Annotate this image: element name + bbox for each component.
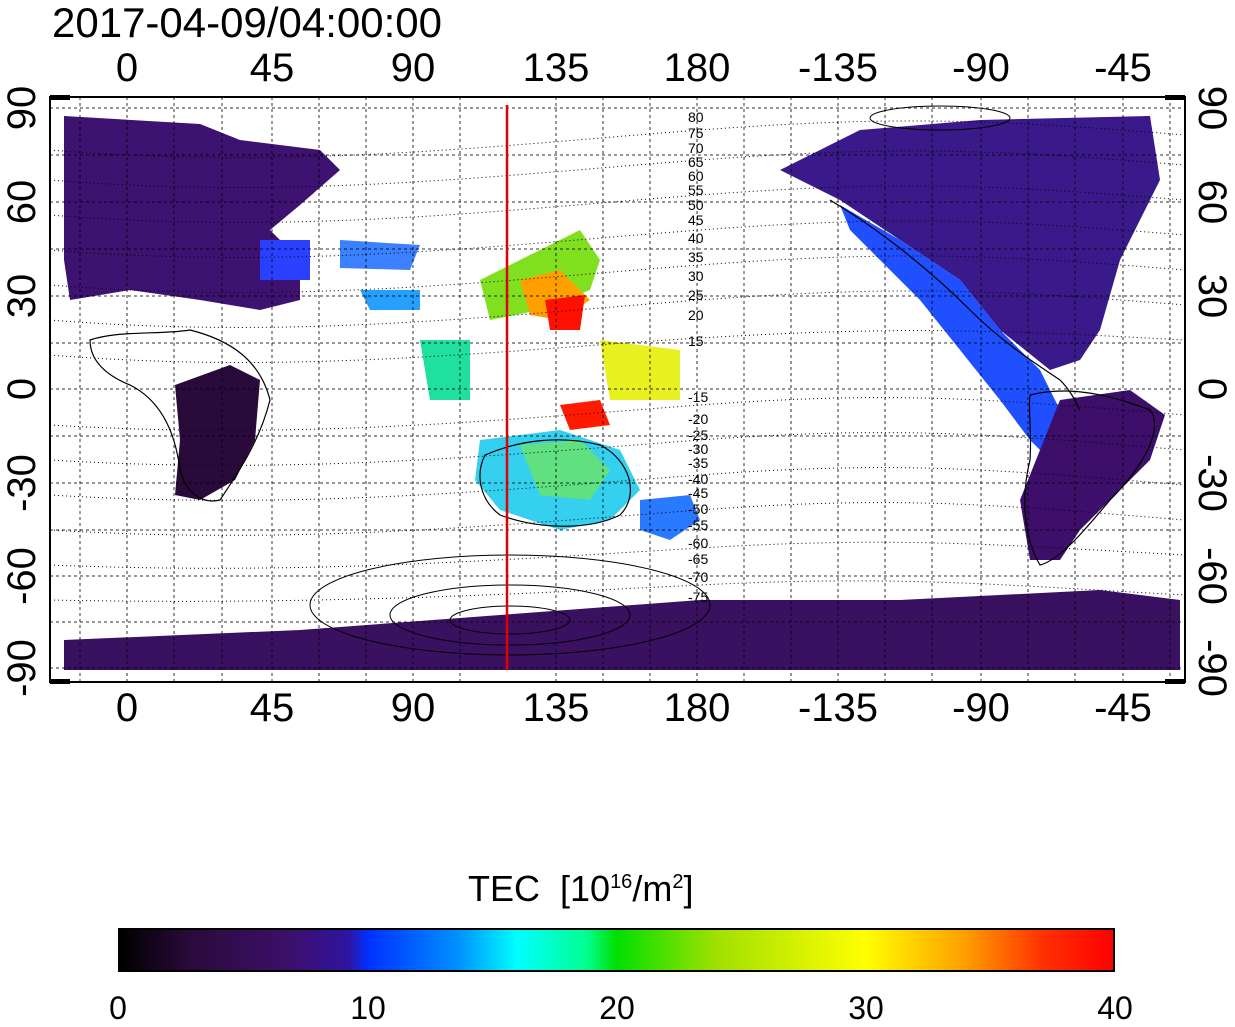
contour-label: -75 <box>688 589 708 605</box>
tec-region-india <box>360 290 420 310</box>
top-lon-tick: 45 <box>249 46 295 90</box>
tec-region-central-asia <box>340 240 420 270</box>
bottom-lon-tick: 0 <box>115 686 139 730</box>
colorbar-tick: 10 <box>350 990 386 1026</box>
tec-region-antarctica <box>64 590 1180 670</box>
contour-label: -60 <box>688 535 708 551</box>
bottom-lon-tick: -135 <box>797 686 879 730</box>
tec-region-north-america-blue <box>840 205 1080 470</box>
contour-label: 70 <box>688 140 704 156</box>
contour-label: -55 <box>688 517 708 533</box>
top-lon-tick: -90 <box>952 46 1010 90</box>
contour-label: 80 <box>688 109 704 125</box>
colorbar-tick: 0 <box>109 990 127 1026</box>
bottom-lon-tick: 180 <box>663 686 731 730</box>
top-lon-tick: 0 <box>115 46 139 90</box>
contour-label: 35 <box>688 249 704 265</box>
contour-label: 45 <box>688 212 704 228</box>
contour-label: -65 <box>688 551 708 567</box>
tec-region-red-south <box>560 400 610 430</box>
top-lon-tick: 135 <box>522 46 590 90</box>
colorbar-tick: 40 <box>1097 990 1133 1026</box>
bottom-lon-tick: -90 <box>952 686 1010 730</box>
top-lon-tick: 90 <box>390 46 436 90</box>
tec-region-se-asia <box>420 340 470 400</box>
colorbar-tick: 20 <box>599 990 635 1026</box>
tec-region-pacific-yellow <box>600 340 680 400</box>
contour-label: -70 <box>688 569 708 585</box>
contour-label: 25 <box>688 287 704 303</box>
bottom-lon-tick: 135 <box>522 686 590 730</box>
tec-region-africa <box>175 365 260 500</box>
top-lon-tick: -135 <box>797 46 879 90</box>
tec-region-north-america <box>780 116 1160 370</box>
contour-label: -25 <box>688 427 708 443</box>
top-lon-tick: -45 <box>1094 46 1152 90</box>
contour-label: -20 <box>688 411 708 427</box>
contour-label: -30 <box>688 441 708 457</box>
bottom-lon-tick: -45 <box>1094 686 1152 730</box>
contour-label: -40 <box>688 471 708 487</box>
top-lon-tick: 180 <box>663 46 731 90</box>
contour-label: 55 <box>688 182 704 198</box>
contour-label: 20 <box>688 307 704 323</box>
bottom-lon-tick: 45 <box>249 686 295 730</box>
contour-label: 30 <box>688 268 704 284</box>
tec-region-europe-blue <box>260 240 310 280</box>
tec-region-aus-green <box>520 440 610 500</box>
contour-label: -45 <box>688 485 708 501</box>
contour-label: -50 <box>688 501 708 517</box>
colorbar-title: TEC [1016/m2] <box>468 868 694 909</box>
contour-label: 40 <box>688 230 704 246</box>
colorbar-tick: 30 <box>848 990 884 1026</box>
contour-label: -15 <box>688 389 708 405</box>
map-title: 2017-04-09/04:00:00 <box>52 0 442 46</box>
bottom-lon-tick: 90 <box>390 686 436 730</box>
contour-label: 75 <box>688 125 704 141</box>
tec-region-red-north <box>545 295 585 330</box>
contour-label: 50 <box>688 197 704 213</box>
contour-label: -35 <box>688 455 708 471</box>
tec-region-tasman <box>640 495 700 540</box>
tec-region-south-america <box>1020 390 1165 560</box>
contour-label: 15 <box>688 333 704 349</box>
tec-region-north-eurasia <box>64 116 340 310</box>
tec-colorbar <box>118 928 1115 972</box>
contour-label: 60 <box>688 168 704 184</box>
contour-label: 65 <box>688 154 704 170</box>
